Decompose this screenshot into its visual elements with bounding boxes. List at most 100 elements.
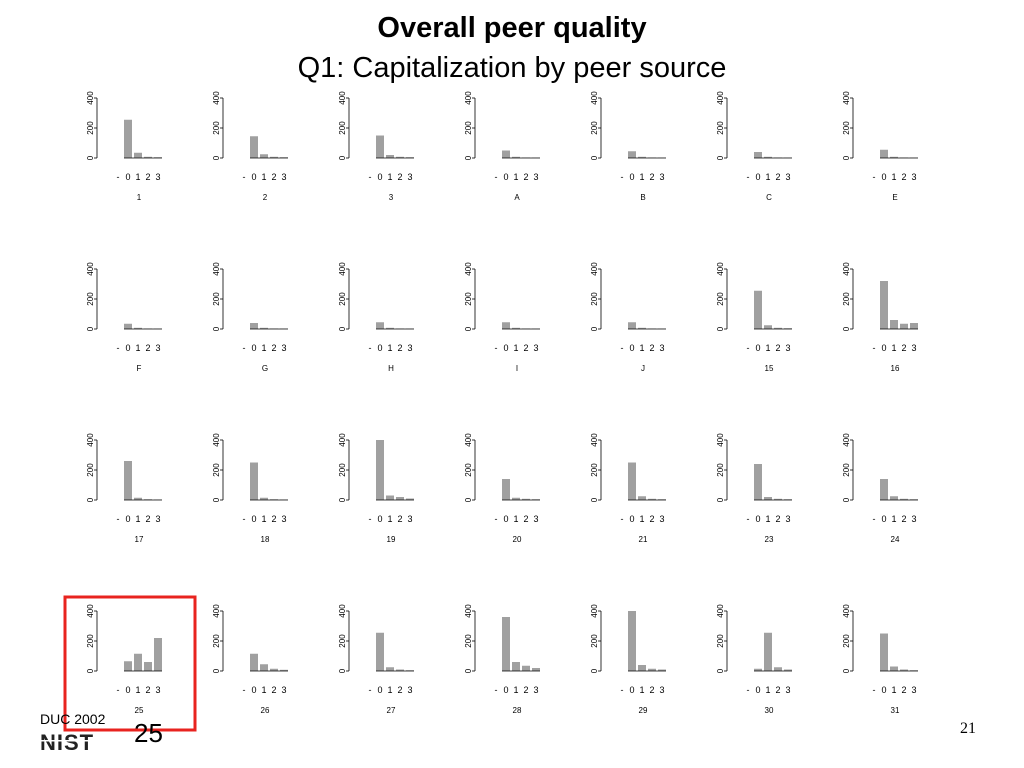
panel-label: 19 [387, 535, 396, 544]
bar [280, 669, 288, 671]
y-tick-label: 0 [338, 497, 347, 502]
panel-label: 23 [765, 535, 774, 544]
bar [406, 498, 414, 500]
bar [386, 495, 394, 500]
x-tick-label: 1 [261, 514, 266, 524]
panel-label: 16 [891, 364, 900, 373]
panel-label: F [137, 364, 142, 373]
nist-logo-icon: NIST [40, 730, 130, 755]
x-tick-label: 1 [135, 685, 140, 695]
x-tick-label: 1 [261, 685, 266, 695]
bar [754, 464, 762, 500]
y-tick-label: 0 [464, 668, 473, 673]
x-tick-label: 3 [911, 514, 916, 524]
bar [774, 327, 782, 329]
y-tick-label: 400 [590, 433, 599, 447]
bar [648, 668, 656, 671]
bar [532, 668, 540, 671]
panel-label: 31 [891, 706, 900, 715]
x-tick-label: - [873, 172, 876, 182]
bar [134, 327, 142, 329]
bar [144, 156, 152, 158]
bar [774, 667, 782, 671]
y-tick-label: 400 [716, 604, 725, 618]
x-tick-label: 1 [891, 343, 896, 353]
y-tick-label: 200 [86, 121, 95, 135]
x-tick-label: 0 [251, 172, 256, 182]
y-tick-label: 200 [464, 463, 473, 477]
bar [880, 149, 888, 158]
panel-label: 1 [137, 193, 142, 202]
x-tick-label: 2 [901, 172, 906, 182]
bar [890, 666, 898, 671]
y-tick-label: 400 [86, 433, 95, 447]
y-tick-label: 400 [212, 262, 221, 276]
bar [764, 632, 772, 671]
bar [628, 462, 636, 500]
x-tick-label: 1 [261, 172, 266, 182]
y-tick-label: 200 [716, 292, 725, 306]
y-tick-label: 200 [716, 463, 725, 477]
x-tick-label: 3 [659, 343, 664, 353]
x-tick-label: 3 [533, 514, 538, 524]
y-tick-label: 200 [464, 292, 473, 306]
y-tick-label: 200 [338, 463, 347, 477]
bar [124, 323, 132, 329]
panel-label: 18 [261, 535, 270, 544]
x-tick-label: 3 [407, 514, 412, 524]
x-tick-label: 2 [649, 172, 654, 182]
x-tick-label: 3 [281, 172, 286, 182]
x-tick-label: 1 [639, 514, 644, 524]
y-tick-label: 0 [86, 668, 95, 673]
x-tick-label: - [369, 172, 372, 182]
x-tick-label: - [117, 343, 120, 353]
x-tick-label: 0 [503, 172, 508, 182]
y-tick-label: 200 [86, 463, 95, 477]
y-tick-label: 0 [716, 155, 725, 160]
x-tick-label: 3 [659, 514, 664, 524]
x-tick-label: 2 [271, 685, 276, 695]
x-tick-label: 0 [755, 514, 760, 524]
bar [502, 150, 510, 158]
x-tick-label: 1 [639, 172, 644, 182]
x-tick-label: 3 [533, 172, 538, 182]
y-tick-label: 0 [842, 326, 851, 331]
y-tick-label: 400 [464, 604, 473, 618]
bar [764, 325, 772, 329]
panel-label: I [516, 364, 518, 373]
x-tick-label: 3 [785, 343, 790, 353]
bar [880, 479, 888, 500]
x-tick-label: 3 [155, 172, 160, 182]
x-tick-label: 3 [155, 685, 160, 695]
logo-stripe [40, 740, 130, 742]
bar [386, 155, 394, 158]
bar [900, 498, 908, 500]
y-tick-label: 400 [716, 262, 725, 276]
y-tick-label: 200 [590, 121, 599, 135]
x-tick-label: 0 [881, 685, 886, 695]
x-tick-label: 3 [155, 514, 160, 524]
panel-label: 28 [513, 706, 522, 715]
x-tick-label: - [621, 685, 624, 695]
y-tick-label: 0 [212, 668, 221, 673]
nist-logo-text: NIST [40, 731, 94, 753]
y-tick-label: 400 [590, 604, 599, 618]
y-tick-label: 0 [590, 326, 599, 331]
x-tick-label: - [495, 685, 498, 695]
y-tick-label: 0 [842, 155, 851, 160]
panel-label: 29 [639, 706, 648, 715]
x-tick-label: 1 [135, 343, 140, 353]
x-tick-label: - [747, 514, 750, 524]
y-tick-label: 0 [212, 497, 221, 502]
x-tick-label: 0 [755, 343, 760, 353]
y-tick-label: 0 [716, 497, 725, 502]
y-tick-label: 200 [86, 292, 95, 306]
bar [270, 668, 278, 671]
bar [880, 633, 888, 671]
y-tick-label: 400 [86, 91, 95, 105]
bar [396, 497, 404, 500]
bar [134, 653, 142, 671]
bar [250, 136, 258, 158]
bar [134, 497, 142, 500]
x-tick-label: - [117, 514, 120, 524]
